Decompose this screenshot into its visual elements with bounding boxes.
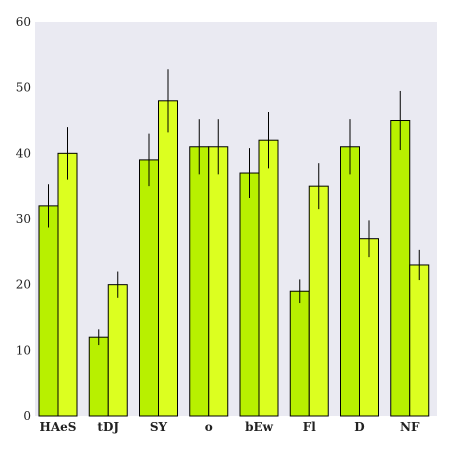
x-tick-label: bEw [245,420,274,434]
bar [38,205,59,417]
y-tick-label: 40 [16,146,31,160]
x-tick-label: o [205,420,213,434]
bar [189,146,210,417]
bars-layer [38,100,430,417]
bar [57,152,78,417]
bar [239,172,260,417]
y-tick-label: 60 [16,15,31,29]
bar [390,120,411,417]
bar [340,146,360,417]
bar [359,238,379,417]
bar [289,290,310,417]
y-tick-label: 0 [23,409,31,423]
x-tick-label: Fl [303,420,317,434]
y-tick-label: 20 [16,278,31,292]
y-tick-label: 10 [16,343,31,357]
x-tick-label: HAeS [40,420,77,434]
x-tick-label: NF [400,420,420,434]
x-tick-label: D [354,420,364,434]
bar [208,146,229,417]
error-bars-layer [48,69,420,346]
x-tick-label: SY [150,420,168,434]
x-tick-label: tDJ [97,420,119,434]
bar [409,264,430,417]
y-tick-label: 50 [16,81,31,95]
bar [139,159,159,417]
bar [258,139,279,417]
bar [107,284,128,417]
bar [158,100,178,417]
y-axis: 0 10 20 30 40 50 60 [16,15,31,423]
y-tick-label: 30 [16,212,31,226]
x-axis: HAeS tDJ SY o bEw Fl D NF [40,420,420,434]
bar [88,336,109,417]
bar [308,185,329,417]
